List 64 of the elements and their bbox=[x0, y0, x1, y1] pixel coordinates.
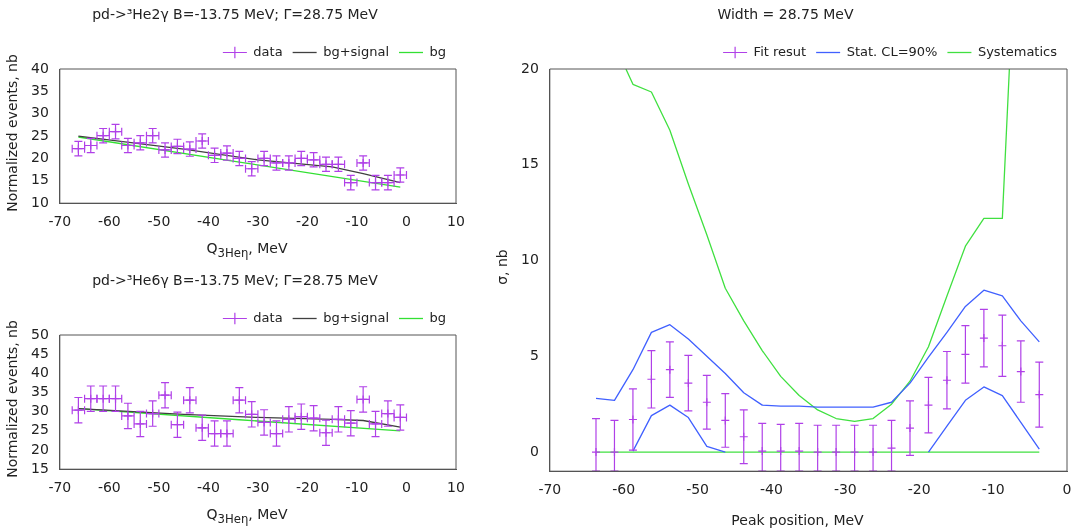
y-tick-label: 15 bbox=[30, 171, 49, 188]
x-tick-label: -60 bbox=[97, 479, 121, 496]
x-tick-label: -20 bbox=[295, 479, 319, 496]
y-tick-label: 25 bbox=[30, 126, 49, 143]
y-tick-label: 15 bbox=[30, 459, 49, 476]
x-tick-label: -10 bbox=[981, 481, 1005, 498]
x-tick-label: -20 bbox=[907, 481, 931, 498]
x-axis-title: Q$_{3Heη}$, MeV bbox=[205, 240, 289, 260]
x-tick-label: -40 bbox=[760, 481, 783, 498]
x-tick-label: -50 bbox=[147, 479, 171, 496]
x-tick-label: -30 bbox=[833, 481, 857, 498]
y-axis-title: σ, nb bbox=[493, 249, 510, 285]
legend-label: bg bbox=[429, 309, 447, 325]
x-tick-label: 0 bbox=[402, 213, 411, 230]
legend-label: Stat. CL=90% bbox=[846, 43, 938, 59]
x-axis-title: Q$_{3Heη}$, MeV bbox=[205, 506, 289, 526]
chart-title: pd->³He6γ B=-13.75 MeV; Γ=28.75 MeV bbox=[91, 272, 379, 288]
chart-title: Width = 28.75 MeV bbox=[716, 6, 855, 22]
y-tick-label: 10 bbox=[30, 193, 49, 210]
y-tick-label: 20 bbox=[520, 59, 539, 76]
x-tick-label: -30 bbox=[246, 213, 270, 230]
x-tick-label: -20 bbox=[295, 213, 319, 230]
y-tick-label: 40 bbox=[30, 363, 49, 380]
x-tick-label: -10 bbox=[345, 213, 369, 230]
y-tick-label: 25 bbox=[30, 421, 49, 438]
x-tick-label: -40 bbox=[196, 479, 220, 496]
legend-label: bg+signal bbox=[323, 309, 389, 325]
x-tick-label: -10 bbox=[345, 479, 369, 496]
legend-label: data bbox=[253, 43, 283, 59]
x-tick-label: -70 bbox=[538, 481, 562, 498]
x-tick-label: -60 bbox=[97, 213, 121, 230]
legend-label: data bbox=[253, 309, 283, 325]
y-tick-label: 30 bbox=[30, 402, 49, 419]
x-tick-label: 10 bbox=[447, 479, 465, 496]
y-tick-label: 35 bbox=[30, 82, 49, 99]
x-axis-title: Peak position, MeV bbox=[730, 512, 865, 528]
x-tick-label: 0 bbox=[402, 479, 411, 496]
x-tick-label: -40 bbox=[196, 213, 220, 230]
y-tick-label: 35 bbox=[30, 383, 49, 400]
y-tick-label: 30 bbox=[30, 104, 49, 121]
y-tick-label: 15 bbox=[520, 155, 539, 172]
x-tick-label: -30 bbox=[246, 479, 270, 496]
y-tick-label: 20 bbox=[30, 149, 49, 166]
y-tick-label: 50 bbox=[30, 325, 49, 342]
y-tick-label: 20 bbox=[30, 440, 49, 457]
y-tick-label: 45 bbox=[30, 344, 49, 361]
legend-label: bg+signal bbox=[323, 43, 389, 59]
legend-label: Fit resut bbox=[753, 43, 807, 59]
y-axis-title: Normalized events, nb bbox=[3, 54, 20, 212]
x-tick-label: -60 bbox=[612, 481, 636, 498]
x-tick-label: -70 bbox=[48, 479, 72, 496]
x-tick-label: 0 bbox=[1062, 481, 1072, 498]
y-tick-label: 5 bbox=[529, 346, 539, 363]
legend-label: Systematics bbox=[977, 43, 1058, 59]
y-tick-label: 10 bbox=[520, 251, 539, 268]
y-tick-label: 0 bbox=[529, 442, 539, 459]
x-tick-label: -70 bbox=[48, 213, 72, 230]
x-tick-label: -50 bbox=[147, 213, 171, 230]
x-tick-label: 10 bbox=[447, 213, 465, 230]
y-tick-label: 40 bbox=[30, 59, 49, 76]
y-axis-title: Normalized events, nb bbox=[3, 320, 20, 478]
legend-label: bg bbox=[429, 43, 447, 59]
x-tick-label: -50 bbox=[686, 481, 710, 498]
chart-title: pd->³He2γ B=-13.75 MeV; Γ=28.75 MeV bbox=[91, 6, 379, 22]
